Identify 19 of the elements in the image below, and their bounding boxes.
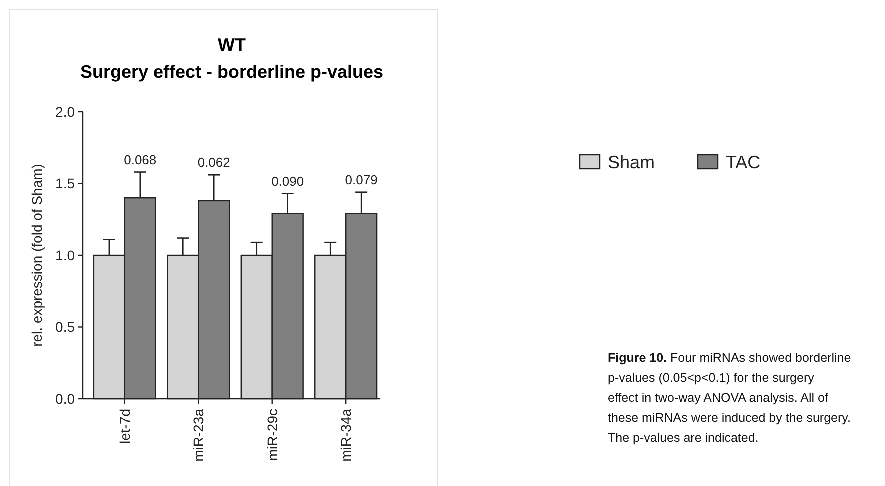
annotation: 0.079 — [345, 172, 378, 188]
legend-label: Sham — [608, 152, 656, 172]
y-axis-title: rel. expression (fold of Sham) — [29, 164, 45, 347]
chart-title: WT — [218, 35, 246, 55]
annotation: 0.090 — [272, 174, 304, 189]
legend-label: TAC — [726, 152, 761, 172]
y-tick-label: 0.5 — [56, 319, 76, 336]
x-tick-label: miR-23a — [190, 408, 207, 462]
y-tick-label: 1.5 — [56, 176, 76, 192]
annotation: 0.062 — [198, 155, 230, 170]
x-tick-label: miR-34a — [338, 408, 354, 462]
y-tick-label: 1.0 — [56, 247, 76, 264]
x-tick-label: let-7d — [116, 409, 133, 444]
y-tick-label: 0.0 — [56, 390, 76, 407]
x-tick-label: miR-29c — [264, 409, 280, 462]
chart-subtitle: Surgery effect - borderline p-values — [80, 62, 384, 82]
annotation: 0.068 — [124, 152, 157, 168]
caption: Figure 10. Four miRNAs showed borderline p-values (0.05<p<0.1) for the surgery effect in two-way ANOVA analysis. All of these miRNAs were induced by the surgery. The p-values are indicated. — [608, 351, 852, 445]
y-tick-label: 2.0 — [56, 104, 76, 120]
